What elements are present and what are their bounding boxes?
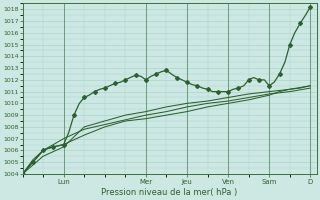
X-axis label: Pression niveau de la mer( hPa ): Pression niveau de la mer( hPa ) — [101, 188, 238, 197]
